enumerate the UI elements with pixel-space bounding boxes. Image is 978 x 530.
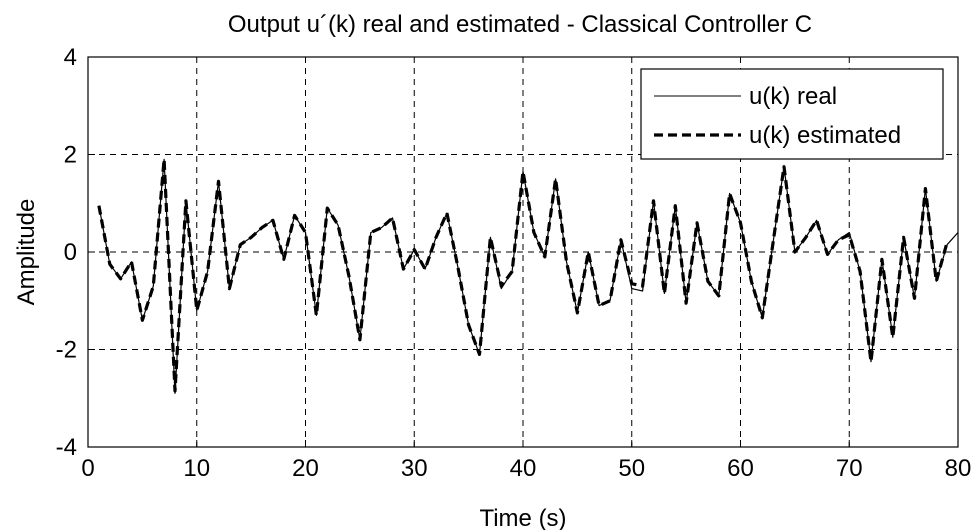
x-tick-label: 70 [836, 455, 863, 482]
x-tick-label: 30 [401, 455, 428, 482]
legend: u(k) real u(k) estimated [640, 68, 944, 160]
y-tick-label: 0 [64, 239, 77, 266]
axis-ticks: 0 10 20 30 40 50 60 70 80 -4 -2 0 2 4 [56, 44, 972, 482]
legend-label-real: u(k) real [749, 83, 837, 110]
x-axis-label: Time (s) [479, 505, 566, 530]
plot-area [97, 157, 959, 394]
x-tick-label: 0 [81, 455, 94, 482]
x-tick-label: 20 [292, 455, 319, 482]
x-tick-label: 50 [618, 455, 645, 482]
y-tick-label: 4 [64, 44, 77, 71]
legend-box [640, 68, 944, 160]
x-tick-label: 80 [945, 455, 972, 482]
legend-label-estimated: u(k) estimated [749, 122, 901, 149]
chart-title: Output u´(k) real and estimated - Classi… [228, 11, 812, 38]
y-tick-label: -4 [56, 434, 77, 461]
x-tick-label: 40 [510, 455, 537, 482]
grid [88, 57, 958, 447]
y-axis-label: Amplitude [13, 199, 40, 306]
series-line-estimated [97, 157, 949, 393]
y-tick-label: 2 [64, 142, 77, 169]
x-tick-label: 60 [727, 455, 754, 482]
y-tick-label: -2 [56, 337, 77, 364]
x-tick-label: 10 [183, 455, 210, 482]
